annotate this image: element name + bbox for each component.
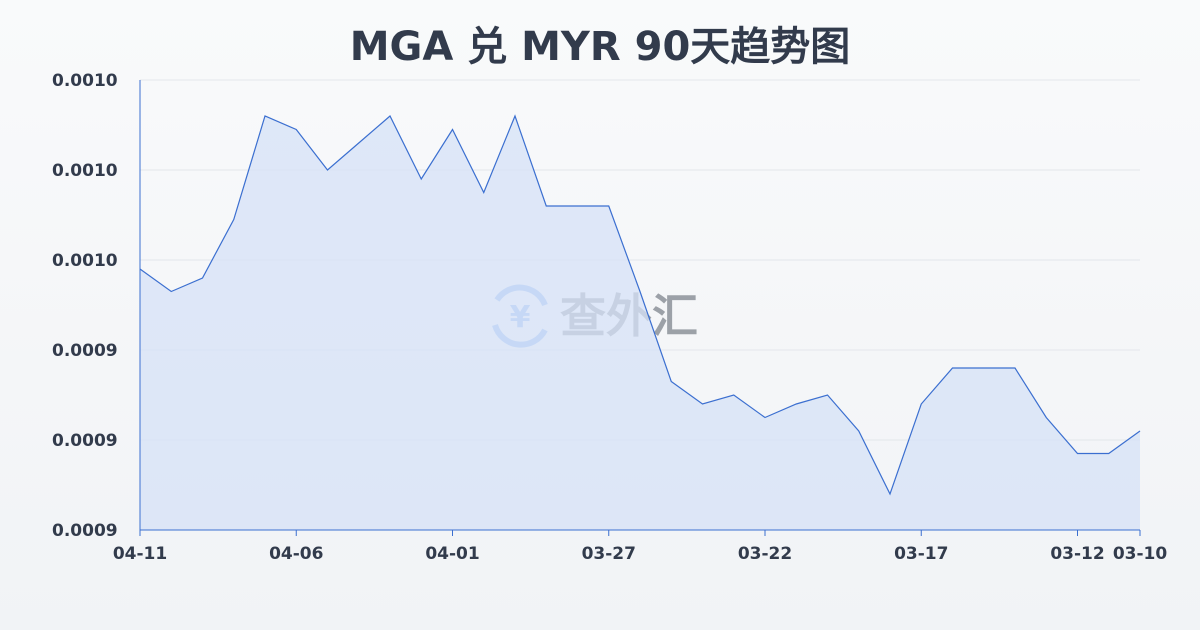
x-tick-label: 03-22 — [738, 544, 792, 564]
y-tick-label: 0.0010 — [52, 71, 118, 91]
x-tick-label: 04-01 — [425, 544, 479, 564]
y-tick-label: 0.0010 — [52, 161, 118, 181]
y-tick-label: 0.0010 — [52, 251, 118, 271]
x-tick-label: 03-27 — [582, 544, 636, 564]
area-fill — [140, 116, 1140, 530]
y-tick-label: 0.0009 — [52, 431, 118, 451]
x-tick-label: 04-06 — [269, 544, 323, 564]
x-tick-label: 03-12 — [1050, 544, 1104, 564]
x-tick-label: 04-11 — [113, 544, 167, 564]
y-tick-label: 0.0009 — [52, 341, 118, 361]
x-tick-label: 03-17 — [894, 544, 948, 564]
x-tick-label: 03-10 — [1113, 544, 1168, 564]
y-tick-label: 0.0009 — [52, 521, 118, 541]
chart-title: MGA 兑 MYR 90天趋势图 — [349, 24, 851, 70]
